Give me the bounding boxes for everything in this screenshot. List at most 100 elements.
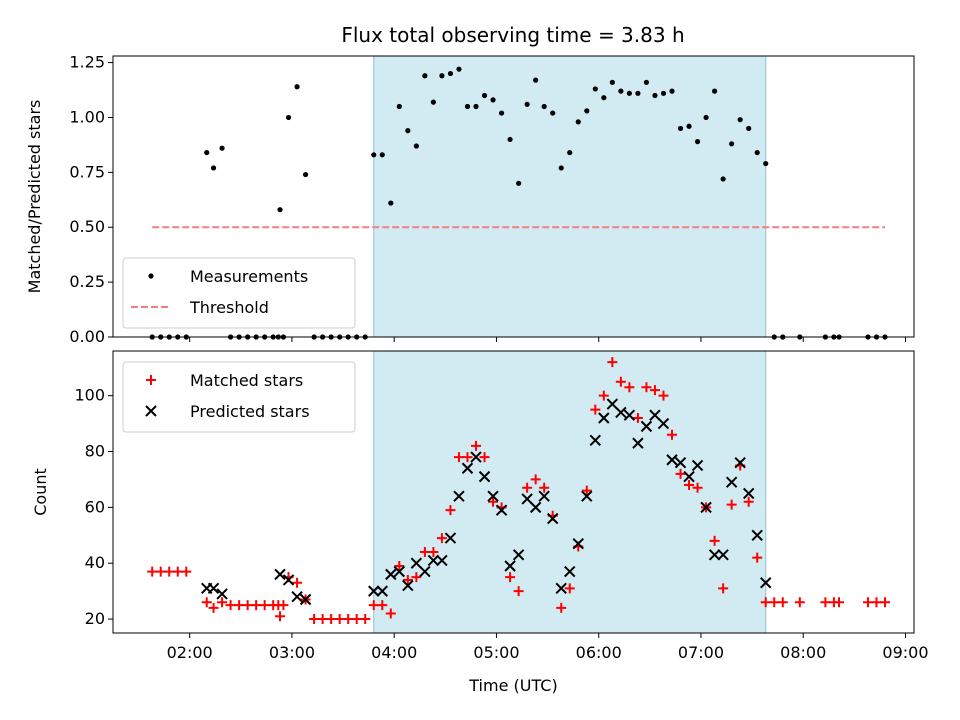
- matched-stars-point: [590, 404, 601, 415]
- predicted-stars-point: [512, 549, 525, 561]
- measurement-point: [533, 77, 539, 83]
- measurement-point: [558, 165, 564, 171]
- legend-marker-plus: [146, 375, 156, 385]
- legend-label: Measurements: [190, 267, 308, 286]
- matched-stars-point: [172, 566, 183, 577]
- measurement-point: [204, 149, 210, 156]
- measurement-point: [567, 149, 573, 156]
- predicted-stars-point: [299, 593, 312, 606]
- matched-stars-point: [581, 485, 592, 496]
- legend-marker-x: [145, 405, 157, 417]
- matched-stars-point: [471, 440, 482, 451]
- measurement-point: [575, 119, 581, 125]
- matched-stars-point: [488, 496, 499, 507]
- y-tick-label: 40: [85, 553, 105, 572]
- matched-stars-point: [726, 499, 737, 510]
- predicted-stars-point: [402, 579, 414, 592]
- measurement-point: [541, 103, 547, 110]
- matched-stars-point: [419, 547, 430, 558]
- measurement-point: [720, 176, 726, 182]
- measurement-point: [669, 88, 675, 94]
- matched-stars-point: [377, 600, 388, 611]
- y-tick-label: 1.25: [69, 53, 105, 72]
- measurement-point: [754, 149, 760, 156]
- matched-stars-point: [564, 583, 575, 594]
- predicted-stars-point: [632, 437, 644, 449]
- predicted-stars-point: [589, 434, 602, 447]
- matched-stars-point: [530, 474, 541, 485]
- predicted-stars-point: [444, 532, 457, 544]
- measurement-point: [396, 103, 402, 110]
- predicted-stars-point: [207, 582, 220, 595]
- predicted-stars-point: [742, 487, 755, 500]
- matched-stars-point: [752, 552, 763, 563]
- matched-stars-point: [649, 385, 660, 396]
- predicted-stars-point: [427, 554, 440, 567]
- matched-stars-point: [658, 390, 669, 401]
- y-tick-label: 0.25: [69, 272, 105, 291]
- matched-stars-point: [208, 602, 219, 613]
- predicted-stars-point: [538, 490, 550, 502]
- y-tick-label: 20: [85, 609, 105, 628]
- measurement-point: [210, 165, 217, 171]
- matched-stars-point: [794, 597, 805, 608]
- measurement-point: [498, 110, 505, 116]
- legend-label: Predicted stars: [190, 402, 310, 421]
- measurement-point: [763, 160, 769, 167]
- x-tick-label: 08:00: [780, 643, 826, 662]
- matched-stars-point: [871, 597, 882, 608]
- measurement-point: [490, 97, 496, 103]
- predicted-stars-point: [216, 588, 228, 600]
- measurement-point: [618, 88, 624, 94]
- chart-title: Flux total observing time = 3.83 h: [341, 23, 684, 47]
- matched-stars-point: [343, 614, 354, 625]
- matched-stars-point: [251, 600, 262, 611]
- measurement-point: [379, 152, 385, 158]
- matched-stars-point: [164, 566, 175, 577]
- measurement-point: [703, 114, 709, 121]
- matched-stars-point: [743, 496, 754, 507]
- matched-stars-point: [684, 480, 695, 491]
- predicted-stars-point: [478, 470, 491, 483]
- matched-stars-point: [181, 566, 192, 577]
- measurement-point: [277, 207, 283, 213]
- measurement-point: [686, 123, 692, 129]
- predicted-stars-point: [657, 417, 670, 430]
- predicted-stars-point: [419, 565, 431, 578]
- measurement-point: [694, 139, 701, 145]
- x-tick-label: 02:00: [167, 643, 213, 662]
- matched-stars-point: [309, 614, 320, 625]
- matched-stars-point: [292, 577, 303, 588]
- matched-stars-point: [666, 429, 677, 440]
- measurement-point: [524, 101, 530, 107]
- predicted-stars-point: [274, 568, 286, 581]
- matched-stars-point: [147, 566, 158, 577]
- matched-stars-point: [834, 597, 845, 608]
- matched-stars-point: [598, 390, 609, 401]
- matched-stars-point: [428, 547, 439, 558]
- y-tick-label: 0.75: [69, 162, 105, 181]
- y-tick-label: 100: [74, 386, 105, 405]
- measurement-point: [712, 88, 718, 94]
- matched-stars-point: [675, 468, 686, 479]
- predicted-stars-point: [725, 476, 738, 488]
- measurement-point: [516, 180, 522, 186]
- predicted-stars-point: [461, 462, 474, 474]
- x-tick-label: 04:00: [371, 643, 417, 662]
- measurement-point: [652, 92, 658, 99]
- matched-stars-point: [692, 482, 703, 493]
- predicted-stars-point: [487, 490, 499, 502]
- matched-stars-point: [820, 597, 831, 608]
- measurement-point: [626, 90, 632, 96]
- matched-stars-point: [718, 583, 729, 594]
- x-tick-label: 07:00: [678, 643, 724, 662]
- legend-box: [122, 361, 356, 433]
- x-tick-label: 06:00: [576, 643, 622, 662]
- measurement-point: [507, 136, 513, 143]
- measurement-point: [422, 73, 428, 79]
- predicted-stars-point: [546, 512, 559, 525]
- matched-stars-point: [522, 482, 533, 493]
- matched-stars-point: [632, 413, 643, 424]
- legend-box: [122, 257, 356, 329]
